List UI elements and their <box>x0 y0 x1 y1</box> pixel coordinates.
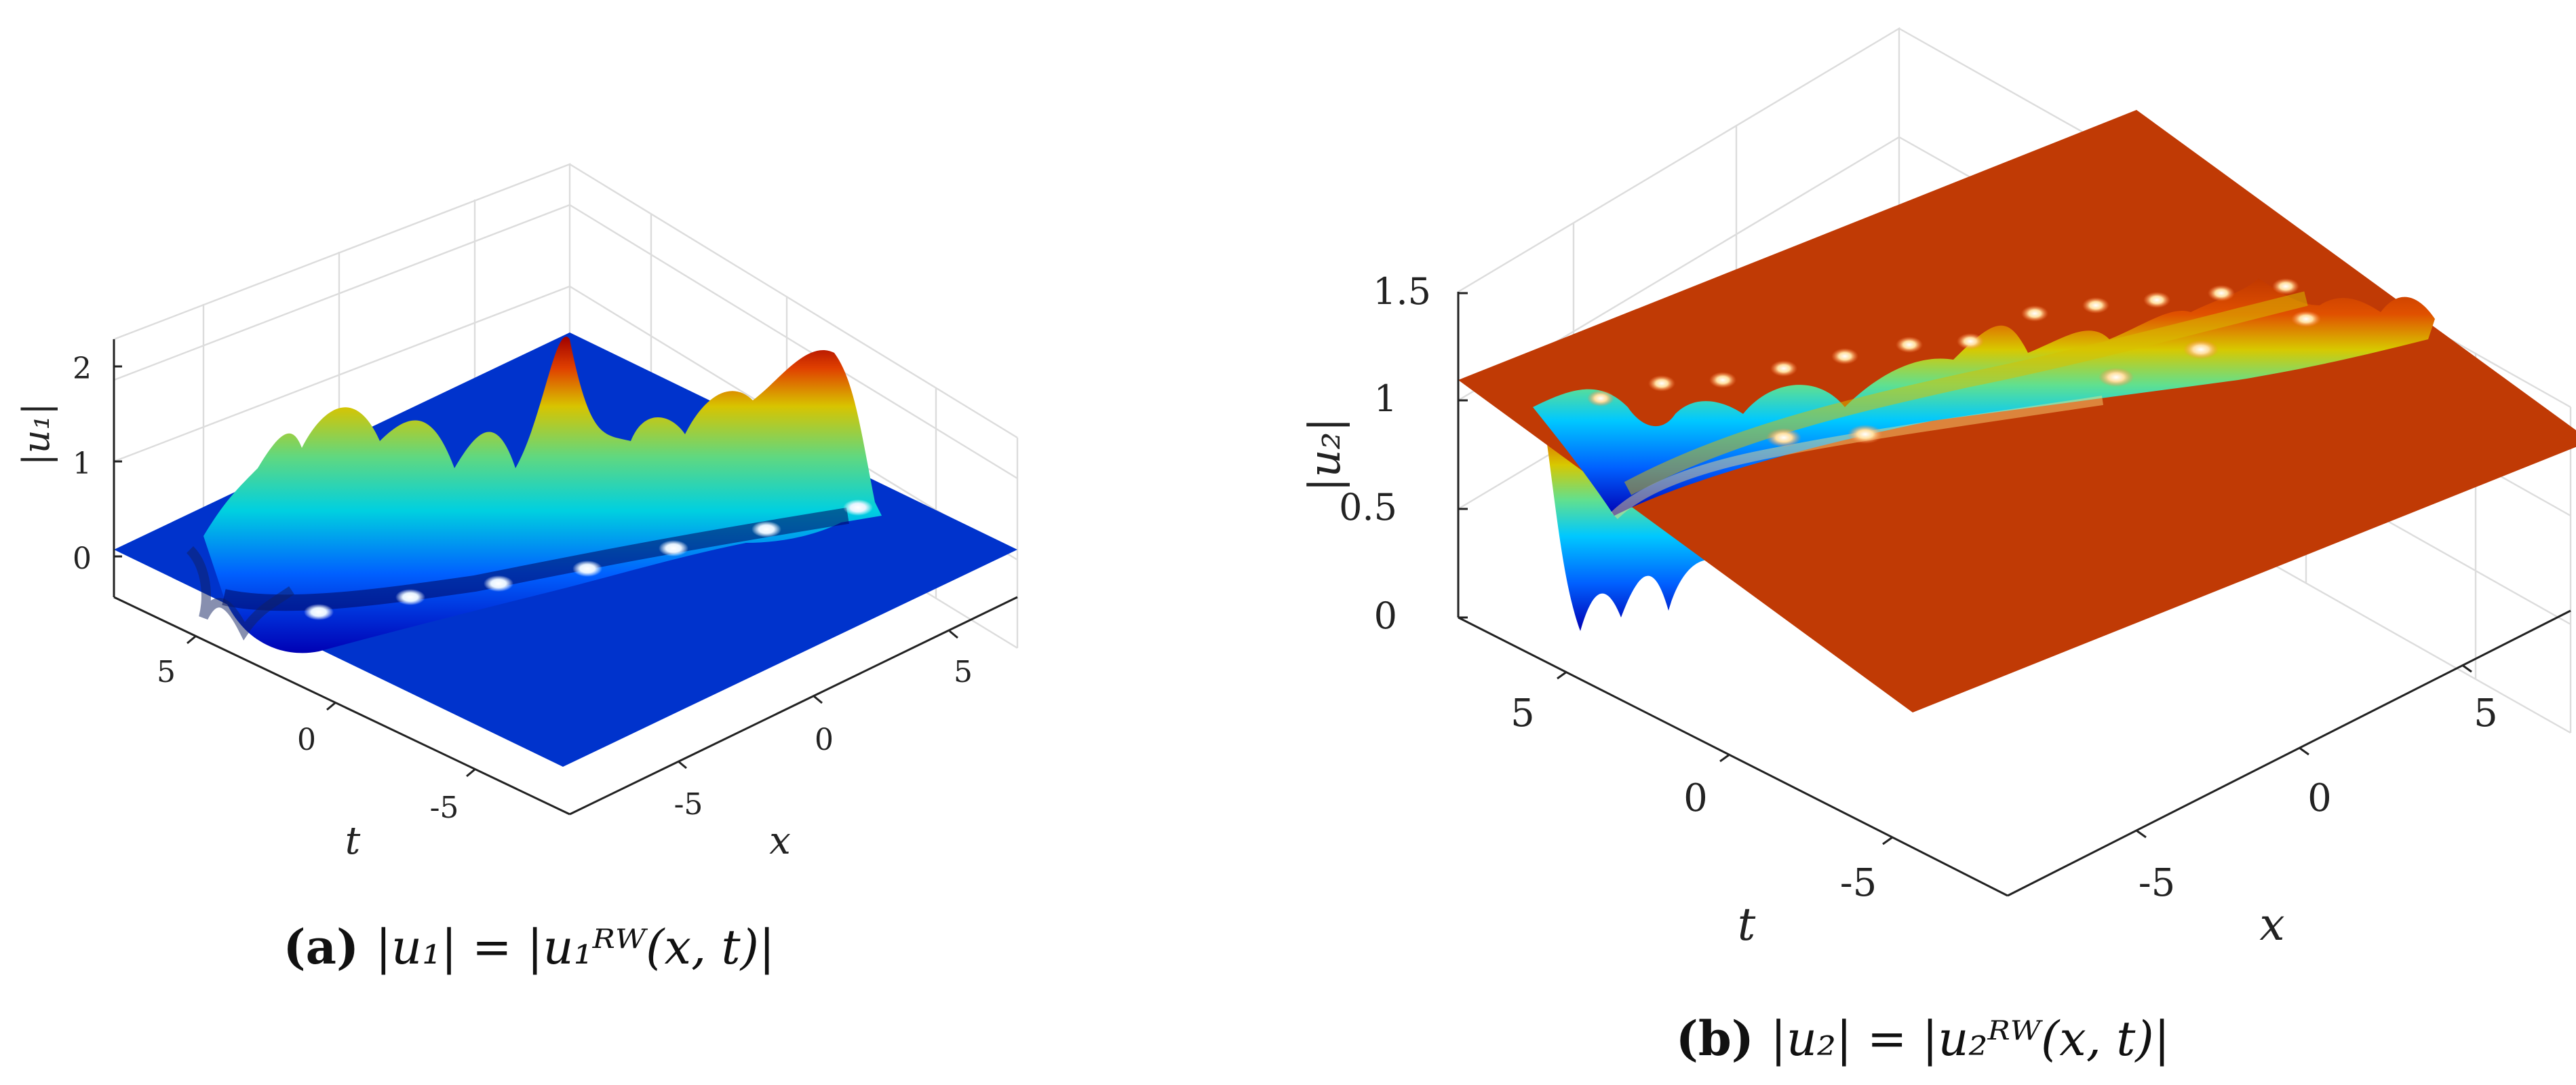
panel-b-axes <box>1457 292 2571 897</box>
x-tick-label: 0 <box>815 723 834 757</box>
panel-a-x-axis-label: x <box>769 819 791 863</box>
highlight-spot <box>395 589 425 605</box>
highlight-spot <box>2291 311 2321 327</box>
highlight-spot <box>659 540 688 556</box>
panel-b-z-axis-label: |u₂| <box>1300 417 1350 492</box>
highlight-spot <box>1709 372 1736 388</box>
highlight-spot <box>1848 425 1883 444</box>
panel-a-t-ticks: -5 0 5 <box>157 655 458 825</box>
t-tick-label: -5 <box>430 791 459 825</box>
x-tick-label: 0 <box>2307 776 2332 820</box>
highlight-spot <box>752 521 781 537</box>
x-tick-label: -5 <box>674 787 703 822</box>
t-tick-label: 0 <box>297 723 316 757</box>
z-tick-label: 1.5 <box>1373 270 1431 313</box>
highlight-spot <box>1766 428 1801 447</box>
panel-b-x-axis-label: x <box>2259 898 2284 951</box>
panel-b-t-ticks: -5 0 5 <box>1510 691 1877 905</box>
panel-b-caption: (b) |u₂| = |u₂ᴿᵂ(x, t)| <box>1676 1010 2170 1067</box>
panel-a-caption-text: |u₁| = |u₁ᴿᵂ(x, t)| <box>375 919 775 975</box>
panel-a-z-ticks: 0 1 2 <box>73 351 92 576</box>
highlight-spot <box>843 499 873 516</box>
highlight-spot <box>2099 368 2134 387</box>
panel-a-caption: (a) |u₁| = |u₁ᴿᵂ(x, t)| <box>283 919 775 975</box>
panel-a-z-axis-label: |u₁| <box>15 403 58 466</box>
panel-b-surface <box>1458 110 2576 712</box>
highlight-spot <box>2143 292 2170 308</box>
panel-a-label: a <box>306 919 336 975</box>
panel-b-caption-text: |u₂| = |u₂ᴿᵂ(x, t)| <box>1770 1011 2170 1067</box>
z-tick-label: 2 <box>73 351 92 386</box>
panel-b-x-ticks: -5 0 5 <box>2139 691 2498 905</box>
panel-a-highlights <box>304 499 873 620</box>
highlight-spot <box>1770 360 1797 377</box>
highlight-spot <box>1648 375 1675 392</box>
highlight-spot <box>484 575 513 592</box>
panel-b-highlights <box>1587 278 2321 447</box>
panel-a-surface <box>114 332 1017 767</box>
z-tick-label: 0.5 <box>1339 486 1397 529</box>
highlight-spot <box>304 604 334 620</box>
panel-a-x-ticks: -5 0 5 <box>674 655 973 822</box>
x-tick-label: 5 <box>2474 691 2498 736</box>
t-tick-label: -5 <box>1840 861 1877 905</box>
highlight-spot <box>2183 340 2219 359</box>
panel-a-t-axis-label: t <box>345 819 361 863</box>
highlight-spot <box>2208 285 2235 301</box>
z-tick-label: 0 <box>1374 594 1397 637</box>
z-tick-label: 0 <box>73 541 92 576</box>
panel-b: 0 0.5 1 1.5 -5 0 5 -5 0 5 |u₂| t x (b) |… <box>1300 26 2576 1067</box>
highlight-spot <box>2272 278 2299 294</box>
highlight-spot <box>1831 348 1858 364</box>
highlight-spot <box>2021 305 2048 322</box>
x-tick-label: 5 <box>954 655 973 689</box>
panel-a: 0 1 2 -5 0 5 -5 0 5 |u₁| t x (a) |u₁| = … <box>15 163 1019 975</box>
t-tick-label: 5 <box>1510 691 1535 736</box>
highlight-spot <box>1896 337 1923 353</box>
panel-b-z-ticks: 0 0.5 1 1.5 <box>1339 270 1431 637</box>
panel-b-label: b <box>1698 1010 1732 1067</box>
highlight-spot <box>1957 333 1984 349</box>
highlight-spot <box>1587 390 1614 406</box>
highlight-spot <box>2082 297 2109 313</box>
z-tick-label: 1 <box>1374 377 1397 420</box>
panel-b-t-axis-label: t <box>1738 898 1756 951</box>
panel-a-axes <box>113 339 1018 816</box>
z-tick-label: 1 <box>73 446 92 481</box>
t-tick-label: 0 <box>1683 776 1708 820</box>
x-tick-label: -5 <box>2139 861 2176 905</box>
highlight-spot <box>572 560 602 577</box>
t-tick-label: 5 <box>157 655 176 689</box>
